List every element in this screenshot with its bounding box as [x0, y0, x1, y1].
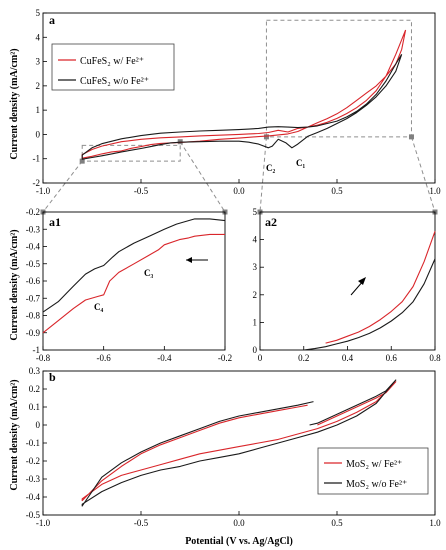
- panel-a-series-with-fe-line: [81, 29, 407, 159]
- panel-b-xtick-label: -0.5: [134, 518, 149, 528]
- panel-b-ytick-label: 0.2: [29, 384, 40, 394]
- panel-a2-ytick-label: 0: [253, 345, 258, 355]
- panel-a2-xtick-label: 0: [258, 353, 263, 363]
- panel-a-ytick-label: 5: [36, 8, 41, 18]
- panel-b-ytick-label: 0: [36, 420, 41, 430]
- panel-a1-series-without-fe-line: [42, 218, 226, 313]
- panel-a-legend: CuFeS₂ w/ Fe²⁺ CuFeS₂ w/o Fe²⁺: [51, 43, 175, 91]
- panel-a-ytick-label: 1: [36, 105, 41, 115]
- scan-direction-arrowhead-a1: [186, 257, 192, 263]
- panel-a1-xtick-label: -0.6: [97, 353, 112, 363]
- panel-b-xlabel: Potential (V vs. Ag/AgCl): [185, 536, 293, 547]
- panel-b-ytick-label: -0.1: [26, 438, 40, 448]
- panel-b-title: b: [49, 370, 56, 384]
- panel-b-ytick-label: -0.2: [26, 456, 40, 466]
- panel-a2-series-without-fe-line: [303, 258, 436, 351]
- panel-a2-ytick-label: 1: [253, 317, 258, 327]
- panel-a2-xtick-label: 0.4: [342, 353, 354, 363]
- legend-label-mos2-with-fe: MoS₂ w/ Fe²⁺: [346, 459, 402, 470]
- panel-b-xtick-label: 0.0: [233, 518, 245, 528]
- zoom-guide-a1-right: [179, 141, 226, 213]
- panel-a2-ytick-label: 4: [253, 235, 258, 245]
- panel-a-xtick-label: -0.5: [134, 186, 149, 196]
- panel-a1-xtick-label: -0.2: [218, 353, 232, 363]
- zoom-guide-a2-left: [259, 136, 267, 213]
- panel-a1-ytick-label: -0.2: [26, 207, 40, 217]
- panel-a-frame: [42, 12, 436, 184]
- panel-a2-series-with-fe-line: [325, 231, 436, 344]
- panel-b-xtick-label: -1.0: [36, 518, 51, 528]
- panel-a-ytick-label: 4: [36, 32, 41, 42]
- panel-a-series-without-fe-line: [81, 54, 403, 160]
- panel-a2-xtick-label: 0.8: [429, 353, 441, 363]
- panel-a-ytick-label: -1: [33, 154, 41, 164]
- panel-a-ytick-label: 2: [36, 81, 41, 91]
- panel-a: -1.0 -0.5 0.0 0.5 1.0 -2 -1 0 1 2 3 4 5: [33, 8, 442, 196]
- zoom-guide-a1-left: [42, 160, 83, 213]
- panel-a1: -0.8 -0.6 -0.4 -0.2 -1 -0.9 -0.8 -0.7 -0.6 -0.5 -0…: [26, 207, 232, 363]
- annotation-c1: C₁: [296, 158, 305, 168]
- panel-a-xtick-label: 0.0: [233, 186, 245, 196]
- zoom-guide-marker: [408, 134, 414, 140]
- panel-a2-ytick-label: 2: [253, 290, 258, 300]
- panel-a1-ytick-label: -1: [33, 345, 41, 355]
- panel-b-xtick-label: 0.5: [331, 518, 343, 528]
- panel-a-title: a: [49, 13, 55, 27]
- panel-b-xtick-label: 1.0: [429, 518, 441, 528]
- panel-a1-ytick-label: -0.6: [26, 276, 41, 286]
- panel-b-legend: MoS₂ w/ Fe²⁺ MoS₂ w/o Fe²⁺: [317, 447, 429, 495]
- scan-direction-arrowhead-a2: [358, 277, 366, 285]
- panel-b-ylabel: Current density (mA/cm²): [9, 379, 20, 490]
- panel-a2-title: a2: [265, 215, 277, 229]
- panel-a-xtick-label: -1.0: [36, 186, 51, 196]
- panel-a-xtick-label: 0.5: [331, 186, 343, 196]
- panel-a-xtick-label: 1.0: [429, 186, 441, 196]
- panel-a1-ytick-label: -0.4: [26, 242, 41, 252]
- panel-a2-xtick-label: 0.6: [386, 353, 398, 363]
- panel-a1-ylabel: Current density (mA/cm²): [9, 229, 20, 340]
- panel-a-ylabel: Current density (mA/cm²): [9, 48, 20, 159]
- legend-label-cufes2-without-fe: CuFeS₂ w/o Fe²⁺: [80, 76, 149, 87]
- panel-b: -1.0 -0.5 0.0 0.5 1.0-0.5-0.4-0.3-0.2-0.100.…: [26, 366, 441, 528]
- zoom-guide-a2-right: [411, 136, 436, 213]
- panel-b-ytick-label: -0.3: [26, 474, 41, 484]
- panel-b-ytick-label: -0.5: [26, 510, 41, 520]
- annotation-c3: C₃: [144, 268, 153, 278]
- annotation-c2: C₂: [266, 163, 275, 173]
- legend-label-cufes2-with-fe: CuFeS₂ w/ Fe²⁺: [80, 56, 144, 67]
- panel-a1-title: a1: [49, 215, 61, 229]
- panel-b-legend-box: [317, 447, 429, 495]
- panel-b-ytick-label: 0.3: [29, 366, 41, 376]
- panel-a-legend-box: [51, 43, 175, 91]
- panel-a1-xtick-label: -0.8: [36, 353, 51, 363]
- panel-a1-ytick-label: -0.3: [26, 224, 41, 234]
- panel-a1-ytick-label: -0.5: [26, 259, 41, 269]
- panel-a1-ytick-label: -0.7: [26, 293, 41, 303]
- panel-a1-frame: [42, 211, 226, 351]
- panel-a1-ytick-label: -0.8: [26, 311, 41, 321]
- panel-b-ytick-label: 0.1: [29, 402, 40, 412]
- zoom-guide-marker: [79, 158, 85, 164]
- legend-label-mos2-without-fe: MoS₂ w/o Fe²⁺: [346, 479, 407, 490]
- zoom-region-a2: [265, 19, 412, 138]
- panel-a-ytick-label: 3: [36, 57, 41, 67]
- panel-a-ytick-label: 0: [36, 129, 41, 139]
- panel-a2-xtick-label: 0.2: [298, 353, 309, 363]
- panel-b-series-without-fe-line: [81, 379, 397, 507]
- annotation-c4: C₄: [94, 302, 103, 312]
- panel-a2: 0 0.2 0.4 0.6 0.8 0 1 2 3 4 5: [253, 207, 442, 363]
- panel-a2-frame: [259, 211, 436, 351]
- panel-a1-ytick-label: -0.9: [26, 328, 41, 338]
- panel-a2-ytick-label: 5: [253, 207, 258, 217]
- panel-a-ytick-label: -2: [33, 178, 41, 188]
- panel-a1-xtick-label: -0.4: [157, 353, 172, 363]
- panel-b-ytick-label: -0.4: [26, 492, 41, 502]
- panel-a1-series-with-fe-line: [42, 233, 225, 334]
- zoom-guide-marker: [263, 134, 269, 140]
- zoom-region-a1: [81, 144, 181, 162]
- panel-a2-ytick-label: 3: [253, 262, 258, 272]
